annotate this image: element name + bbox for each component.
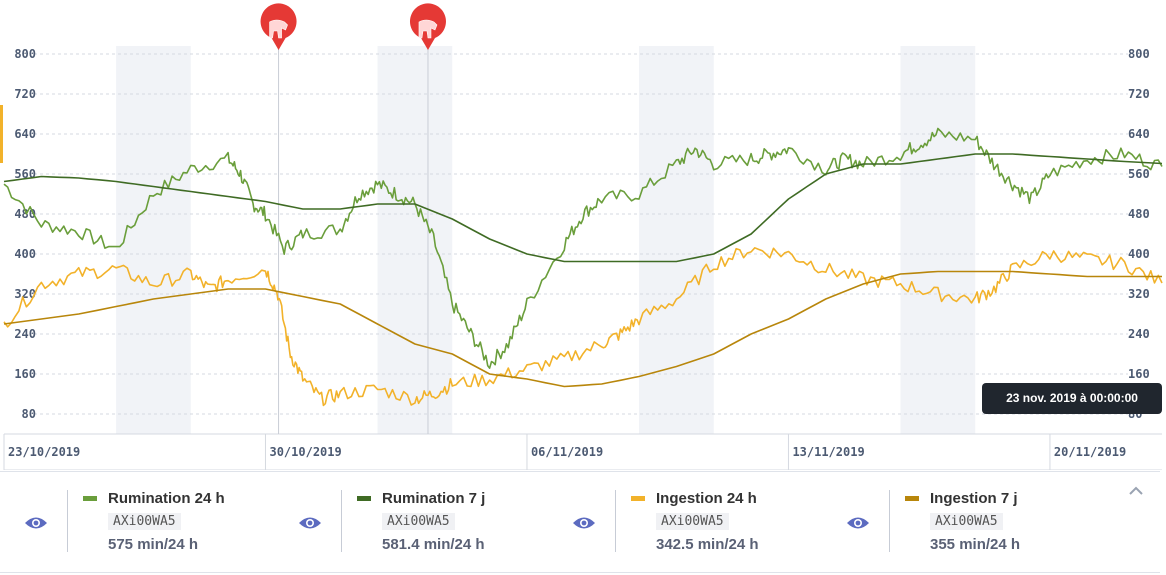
legend-separator bbox=[67, 490, 68, 552]
y-tick-label-left: 320 bbox=[14, 287, 36, 301]
animal-id: AXi00WA5 bbox=[930, 513, 1003, 530]
series-lines bbox=[3, 127, 1163, 407]
y-tick-label-left: 400 bbox=[14, 247, 36, 261]
y-tick-label-right: 640 bbox=[1128, 127, 1150, 141]
legend-item[interactable]: Ingestion 7 j AXi00WA5 355 min/24 h bbox=[842, 490, 1102, 556]
weekend-band bbox=[377, 46, 453, 434]
cow-icon bbox=[418, 19, 438, 39]
series-line bbox=[3, 247, 1163, 407]
y-tick-label-right: 800 bbox=[1128, 47, 1150, 61]
y-tick-label-right: 160 bbox=[1128, 367, 1150, 381]
y-tick-label-right: 320 bbox=[1128, 287, 1150, 301]
y-tick-label-left: 800 bbox=[14, 47, 36, 61]
legend-item[interactable]: Rumination 7 j AXi00WA5 581.4 min/24 h bbox=[294, 490, 554, 556]
animal-id: AXi00WA5 bbox=[382, 513, 455, 530]
y-tick-label-right: 480 bbox=[1128, 207, 1150, 221]
cow-shape bbox=[269, 19, 288, 39]
y-tick-label-left: 240 bbox=[14, 327, 36, 341]
series-name: Rumination 24 h bbox=[108, 490, 225, 507]
y-tick-label-right: 400 bbox=[1128, 247, 1150, 261]
event-marker bbox=[409, 3, 446, 50]
weekend-bands bbox=[116, 46, 976, 434]
legend-separator bbox=[615, 490, 616, 552]
x-tick-label: 06/11/2019 bbox=[531, 445, 603, 459]
legend-swatch bbox=[357, 496, 371, 501]
x-tick-label: 23/10/2019 bbox=[8, 445, 80, 459]
x-tick-label: 20/11/2019 bbox=[1054, 445, 1126, 459]
cow-shape bbox=[418, 19, 438, 39]
series-line bbox=[3, 153, 1163, 263]
y-tick-label-left: 480 bbox=[14, 207, 36, 221]
legend-swatch bbox=[83, 496, 97, 501]
eye-icon[interactable] bbox=[846, 514, 870, 532]
x-tick-label: 30/10/2019 bbox=[269, 445, 341, 459]
series-value: 342.5 min/24 h bbox=[656, 536, 759, 553]
series-name: Rumination 7 j bbox=[382, 490, 486, 507]
legend-separator bbox=[341, 490, 342, 552]
weekend-band bbox=[900, 46, 976, 434]
legend-separator bbox=[889, 490, 890, 552]
eye-icon[interactable] bbox=[298, 514, 322, 532]
weekend-band bbox=[116, 46, 191, 434]
y-tick-label-right: 560 bbox=[1128, 167, 1150, 181]
series-name: Ingestion 24 h bbox=[656, 490, 757, 507]
animal-id: AXi00WA5 bbox=[108, 513, 181, 530]
series-line bbox=[3, 270, 1162, 388]
x-axis: 23/10/2019 30/10/2019 06/11/2019 13/11/2019… bbox=[3, 433, 1162, 470]
grid-lines bbox=[34, 53, 1128, 415]
eye-icon[interactable] bbox=[24, 514, 48, 532]
active-indicator bbox=[0, 105, 3, 163]
chevron-up-icon[interactable] bbox=[1128, 484, 1144, 498]
chart-tooltip: 23 nov. 2019 à 00:00:00 bbox=[982, 383, 1162, 414]
legend-item[interactable]: Ingestion 24 h AXi00WA5 342.5 min/24 h bbox=[568, 490, 828, 556]
animal-id: AXi00WA5 bbox=[656, 513, 729, 530]
series-line bbox=[3, 127, 1163, 369]
y-tick-label-left: 80 bbox=[22, 407, 36, 421]
series-value: 355 min/24 h bbox=[930, 536, 1021, 553]
series-value: 581.4 min/24 h bbox=[382, 536, 485, 553]
x-tick-label: 13/11/2019 bbox=[792, 445, 864, 459]
y-tick-label-right: 240 bbox=[1128, 327, 1150, 341]
cow-icon bbox=[269, 19, 288, 39]
event-marker bbox=[260, 3, 297, 50]
legend-swatch bbox=[631, 496, 645, 501]
y-tick-label-left: 720 bbox=[14, 87, 36, 101]
legend-item[interactable]: Rumination 24 h AXi00WA5 575 min/24 h bbox=[20, 490, 280, 556]
y-tick-label-left: 160 bbox=[14, 367, 36, 381]
y-tick-label-right: 720 bbox=[1128, 87, 1150, 101]
series-value: 575 min/24 h bbox=[108, 536, 199, 553]
legend-swatch bbox=[905, 496, 919, 501]
eye-icon[interactable] bbox=[572, 514, 596, 532]
y-tick-label-left: 640 bbox=[14, 127, 36, 141]
event-markers bbox=[260, 3, 446, 434]
weekend-band bbox=[639, 46, 714, 434]
chart-legend: Rumination 24 h AXi00WA5 575 min/24 h Ru… bbox=[0, 471, 1160, 573]
series-name: Ingestion 7 j bbox=[930, 490, 1018, 507]
